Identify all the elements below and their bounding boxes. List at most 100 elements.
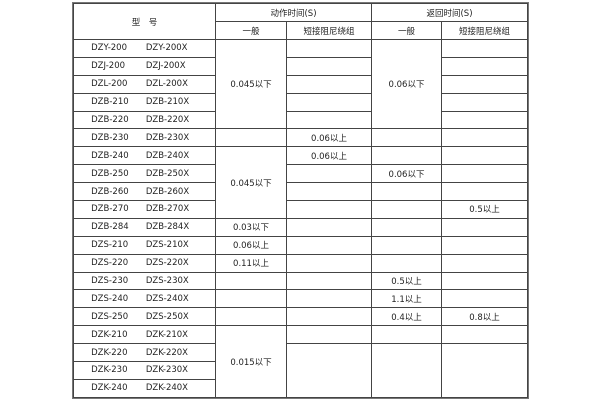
model-x-variant: DZB-270X (145, 204, 190, 215)
return-short-cell (441, 217, 528, 237)
table-row: DZS-240 DZS-240X 1.1以上 (73, 289, 528, 309)
table-row: DZB-240 DZB-240X 0.045以下 0.06以上 (73, 146, 528, 219)
action-short-cell (286, 217, 372, 237)
return-general-cell: 0.4以上 (371, 307, 442, 327)
return-general-cell (371, 146, 442, 166)
model-x-variant: DZS-220X (145, 258, 189, 269)
return-general-cell: 0.06以下 (371, 164, 442, 184)
return-short-cell (441, 128, 528, 148)
return-short-cell (441, 146, 528, 166)
model-base: DZS-220 (91, 258, 129, 269)
action-general-cell (215, 271, 287, 291)
model-x-variant: DZB-230X (145, 132, 190, 143)
table-row: DZY-200 DZY-200X 0.045以下 0.06以下 (73, 38, 528, 130)
model-x-variant: DZB-210X (145, 97, 190, 108)
action-short-cell (286, 164, 372, 184)
table-row: DZB-220 DZB-220X (73, 110, 528, 130)
table-row: DZK-210 DZK-210X 0.015以下 (73, 325, 528, 398)
model-x-variant: DZJ-200X (145, 61, 186, 72)
table-row: DZB-230 DZB-230X 0.06以上 (73, 128, 528, 148)
model-base: DZB-250 (91, 168, 129, 179)
return-short-cell (441, 92, 528, 112)
model-x-variant: DZS-210X (145, 240, 189, 251)
model-base: DZK-220 (91, 347, 128, 358)
return-general-cell (371, 325, 442, 345)
model-cell: DZB-220 DZB-220X (73, 110, 216, 130)
table-row: DZB-250 DZB-250X 0.06以下 (73, 164, 528, 184)
model-x-variant: DZK-240X (145, 383, 189, 394)
model-base: DZL-200 (91, 79, 128, 90)
table-row: DZJ-200 DZJ-200X (73, 56, 528, 76)
model-cell: DZK-240 DZK-240X (73, 378, 216, 398)
return-general-cell: 0.5以上 (371, 271, 442, 291)
model-x-variant: DZB-220X (145, 115, 190, 125)
model-base: DZK-230 (91, 365, 128, 376)
model-x-variant: DZS-230X (145, 276, 189, 287)
model-base: DZB-220 (91, 115, 129, 125)
model-base: DZJ-200 (91, 61, 126, 72)
model-base: DZB-230 (91, 132, 129, 143)
header-action-short: 短接阻尼绕组 (286, 21, 372, 40)
model-cell: DZB-240 DZB-240X (73, 146, 216, 166)
return-general-cell (371, 182, 442, 202)
action-general-cell: 0.045以下 (215, 38, 287, 130)
table-row: DZS-210 DZS-210X 0.06以上 (73, 235, 528, 255)
model-base: DZK-210 (91, 329, 128, 340)
action-short-cell (286, 271, 372, 291)
return-short-cell (441, 74, 528, 94)
model-base: DZS-250 (91, 311, 129, 322)
header-action-general: 一般 (215, 21, 287, 40)
header-model: 型 号 (73, 3, 216, 40)
model-cell: DZL-200 DZL-200X (73, 74, 216, 94)
model-base: DZS-240 (91, 293, 129, 304)
return-short-cell (441, 343, 528, 398)
model-base: DZK-240 (91, 383, 128, 394)
table-row: DZS-250 DZS-250X 0.4以上 0.8以上 (73, 307, 528, 327)
action-short-cell (286, 343, 372, 398)
model-cell: DZS-220 DZS-220X (73, 253, 216, 273)
model-cell: DZB-210 DZB-210X (73, 92, 216, 112)
model-cell: DZS-230 DZS-230X (73, 271, 216, 291)
action-short-cell (286, 56, 372, 76)
model-base: DZB-260 (91, 186, 129, 197)
model-cell: DZB-250 DZB-250X (73, 164, 216, 184)
header-return-short: 短接阻尼绕组 (441, 21, 528, 40)
model-base: DZY-200 (91, 43, 127, 54)
model-cell: DZK-220 DZK-220X (73, 343, 216, 363)
model-x-variant: DZY-200X (145, 43, 188, 54)
table-row: DZB-210 DZB-210X (73, 92, 528, 112)
action-short-cell (286, 325, 372, 345)
return-short-cell (441, 164, 528, 184)
action-general-cell (215, 128, 287, 148)
header-row-1: 型 号 动作时间(S) 返回时间(S) (73, 3, 528, 40)
model-cell: DZK-230 DZK-230X (73, 361, 216, 380)
return-short-cell (441, 182, 528, 202)
model-base: DZB-240 (91, 150, 129, 161)
return-short-cell: 0.5以上 (441, 200, 528, 219)
model-x-variant: DZB-260X (145, 186, 190, 197)
model-x-variant: DZS-240X (145, 293, 189, 304)
action-general-cell: 0.03以下 (215, 217, 287, 237)
model-cell: DZS-210 DZS-210X (73, 235, 216, 255)
action-short-cell (286, 289, 372, 309)
model-cell: DZB-284 DZB-284X (73, 217, 216, 237)
return-general-cell: 0.06以下 (371, 38, 442, 130)
action-general-cell (215, 289, 287, 309)
model-base: DZB-270 (91, 204, 129, 215)
return-general-cell: 1.1以上 (371, 289, 442, 309)
model-base: DZS-210 (91, 240, 129, 251)
table-row: DZB-284 DZB-284X 0.03以下 (73, 217, 528, 237)
return-short-cell (441, 110, 528, 130)
table-row: DZK-220 DZK-220X (73, 343, 528, 398)
action-short-cell (286, 307, 372, 327)
action-short-cell (286, 110, 372, 130)
return-general-cell (371, 343, 442, 398)
header-return-time: 返回时间(S) (371, 3, 528, 22)
model-cell: DZS-240 DZS-240X (73, 289, 216, 309)
return-general-cell (371, 200, 442, 219)
action-general-cell: 0.06以上 (215, 235, 287, 255)
model-cell: DZB-260 DZB-260X (73, 182, 216, 202)
return-short-cell: 0.8以上 (441, 307, 528, 327)
model-base: DZS-230 (91, 276, 129, 287)
action-short-cell: 0.06以上 (286, 128, 372, 148)
